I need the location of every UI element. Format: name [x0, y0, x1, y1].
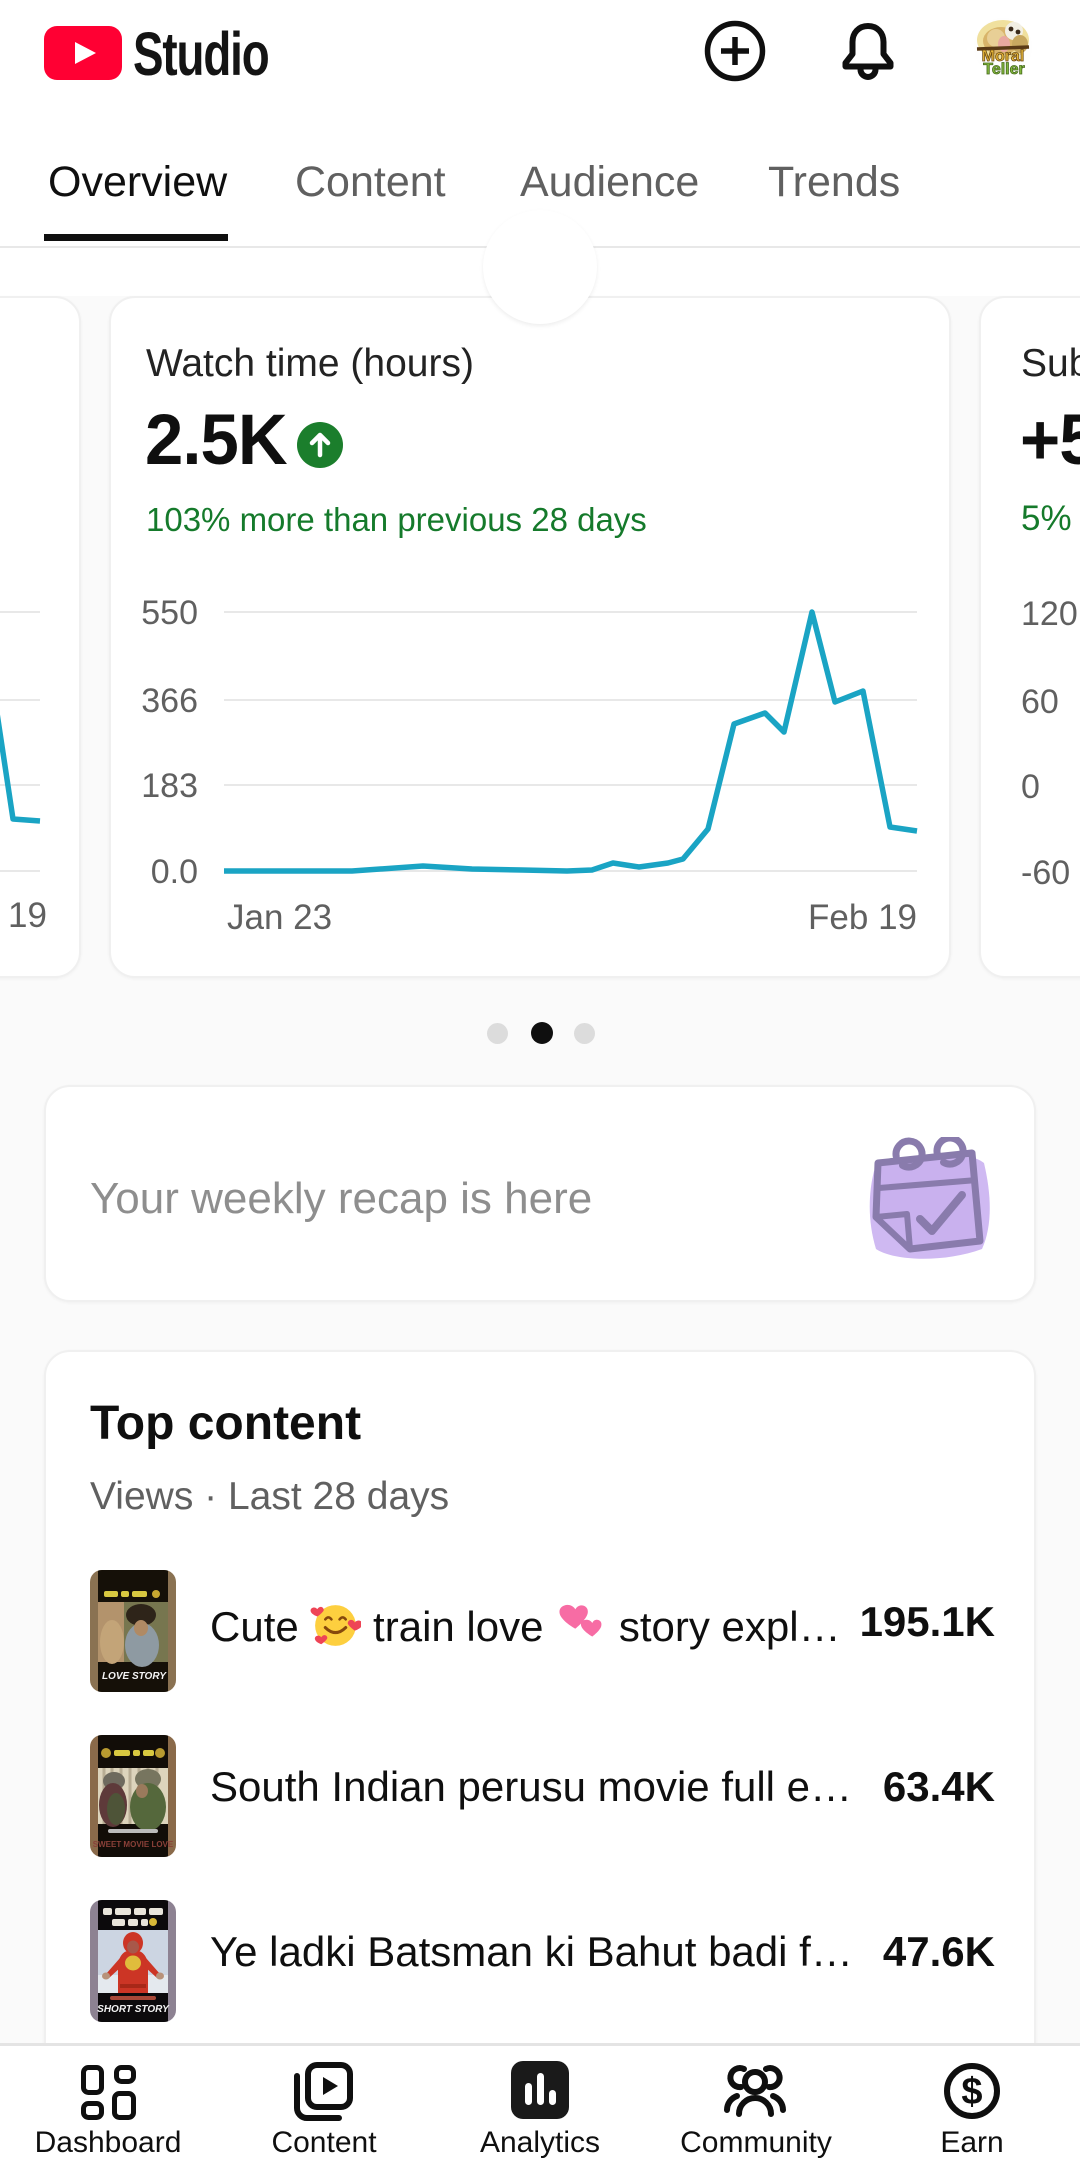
svg-text:LOVE STORY: LOVE STORY: [102, 1671, 167, 1682]
svg-text:Moral: Moral: [982, 48, 1025, 65]
svg-text:$: $: [961, 2071, 982, 2113]
svg-text:550: 550: [141, 594, 198, 632]
svg-text:19: 19: [8, 896, 47, 935]
svg-text:0.0: 0.0: [151, 853, 198, 891]
svg-text:Feb 19: Feb 19: [808, 898, 917, 937]
svg-text:Jan 23: Jan 23: [227, 898, 332, 937]
svg-text:SHORT STORY: SHORT STORY: [97, 2004, 170, 2015]
svg-text:366: 366: [141, 682, 198, 720]
svg-text:183: 183: [141, 767, 198, 805]
svg-text:Teller: Teller: [983, 61, 1025, 78]
svg-text:SWEET MOVIE LOVE: SWEET MOVIE LOVE: [93, 1840, 174, 1849]
